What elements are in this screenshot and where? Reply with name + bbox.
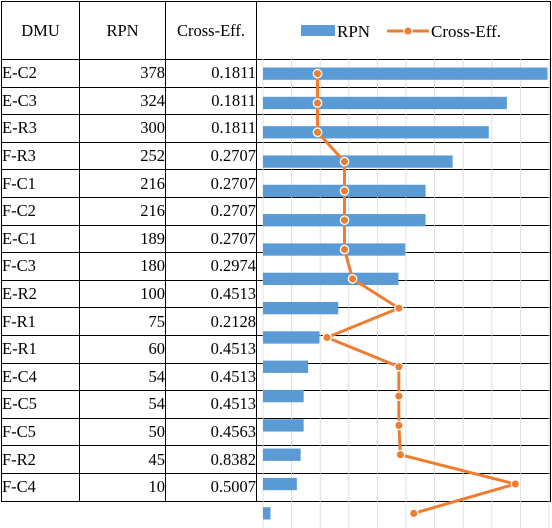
rpn-value: 252 <box>79 141 166 171</box>
dmu-label: E-C2 <box>1 59 80 88</box>
rpn-bar <box>263 448 301 461</box>
rpn-value: 216 <box>79 169 166 198</box>
cross-eff-point <box>312 127 323 138</box>
rpn-value: 54 <box>79 390 166 419</box>
rpn-value: 54 <box>79 362 166 392</box>
rpn-bar <box>263 507 271 520</box>
dmu-label: F-C2 <box>1 196 80 226</box>
dmu-label: F-C1 <box>1 169 80 198</box>
cross-eff-point <box>339 186 350 196</box>
rpn-bar <box>263 419 304 432</box>
cross-eff-point <box>394 391 404 401</box>
cross-eff-value: 0.1811 <box>165 114 257 143</box>
header-cross-eff: Cross-Eff. <box>165 1 257 60</box>
cross-eff-point <box>347 273 358 284</box>
cross-eff-point <box>394 420 404 431</box>
cross-eff-point <box>339 215 350 226</box>
rpn-value: 60 <box>79 334 166 364</box>
cross-eff-point <box>395 449 406 460</box>
rpn-value: 216 <box>79 196 166 226</box>
dmu-label: E-R1 <box>1 334 80 364</box>
legend-label-rpn: RPN <box>337 22 370 41</box>
dmu-label: F-R1 <box>1 307 80 336</box>
cross-eff-point <box>394 361 404 372</box>
cross-eff-value: 0.5007 <box>165 472 257 502</box>
cross-eff-value: 0.2128 <box>165 307 257 336</box>
cross-eff-value: 0.4513 <box>165 334 257 364</box>
legend-swatch-cross-marker <box>403 26 413 36</box>
rpn-value: 189 <box>79 224 166 254</box>
cross-eff-value: 0.1811 <box>165 59 257 88</box>
cross-eff-point <box>322 332 332 343</box>
cross-eff-value: 0.4513 <box>165 390 257 419</box>
dmu-label: E-C4 <box>1 362 80 392</box>
header-row: DMU RPN Cross-Eff. <box>1 1 551 60</box>
cross-eff-value: 0.2707 <box>165 169 257 198</box>
rpn-value: 45 <box>79 445 166 474</box>
dmu-label: E-R2 <box>1 279 80 309</box>
cross-eff-value: 0.4513 <box>165 362 257 392</box>
rpn-bar <box>263 331 320 344</box>
rpn-bar <box>263 302 339 315</box>
cross-eff-value: 0.2974 <box>165 252 257 281</box>
cross-eff-value: 0.2707 <box>165 224 257 254</box>
dmu-label: E-R3 <box>1 114 80 143</box>
rpn-value: 10 <box>79 472 166 502</box>
rpn-bar <box>263 360 309 373</box>
rpn-bar <box>263 126 489 139</box>
header-rpn: RPN <box>79 1 166 60</box>
rpn-bar <box>263 67 548 80</box>
table-row: F-C5 50 0.4563 <box>1 417 551 447</box>
rpn-value: 324 <box>79 86 166 116</box>
cross-eff-value: 0.8382 <box>165 445 257 474</box>
dmu-label: F-C5 <box>1 417 80 447</box>
rpn-value: 300 <box>79 114 166 143</box>
rpn-bar <box>263 155 453 168</box>
cross-eff-value: 0.2707 <box>165 141 257 171</box>
legend-label-cross-eff: Cross-Eff. <box>431 22 501 41</box>
rpn-value: 75 <box>79 307 166 336</box>
cross-eff-value: 0.1811 <box>165 86 257 116</box>
rpn-value: 378 <box>79 59 166 88</box>
chart-cell <box>256 445 551 474</box>
rpn-bar <box>263 477 297 491</box>
cross-eff-value: 0.4513 <box>165 279 257 309</box>
dmu-label: E-C3 <box>1 86 80 116</box>
dmu-label: F-C3 <box>1 252 80 281</box>
cross-eff-point <box>312 98 323 108</box>
rpn-value: 50 <box>79 417 166 447</box>
table-row: F-R2 45 0.8382 <box>1 445 551 474</box>
cross-eff-point <box>394 303 404 314</box>
rpn-value: 180 <box>79 252 166 281</box>
cross-eff-point <box>408 508 419 519</box>
dmu-label: E-C1 <box>1 224 80 254</box>
chart-svg: RPN Cross-Eff. <box>262 22 550 528</box>
header-dmu: DMU <box>1 1 80 60</box>
cross-eff-point <box>510 479 521 489</box>
dmu-label: E-C5 <box>1 390 80 419</box>
rpn-value: 100 <box>79 279 166 309</box>
legend-swatch-rpn <box>301 25 335 36</box>
dmu-label: F-R3 <box>1 141 80 171</box>
rpn-bar <box>263 243 406 256</box>
dmu-label: F-R2 <box>1 445 80 474</box>
rpn-bar <box>263 96 507 110</box>
dmu-label: F-C4 <box>1 472 80 502</box>
cross-eff-value: 0.4563 <box>165 417 257 447</box>
cross-eff-point <box>312 68 323 79</box>
cross-eff-value: 0.2707 <box>165 196 257 226</box>
rpn-bar <box>263 389 304 403</box>
cross-eff-point <box>339 156 350 167</box>
rpn-bar <box>263 272 399 285</box>
cross-eff-line <box>316 73 517 515</box>
cross-eff-point <box>339 244 350 255</box>
